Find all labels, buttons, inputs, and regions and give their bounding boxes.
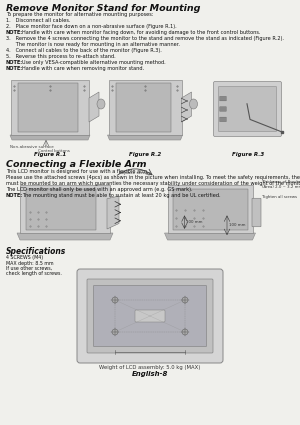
Polygon shape (107, 135, 182, 140)
Polygon shape (164, 233, 256, 240)
Text: Use only VESA-compatible alternative mounting method.: Use only VESA-compatible alternative mou… (22, 60, 166, 65)
Text: 4 SCREWS (M4): 4 SCREWS (M4) (6, 255, 43, 260)
Text: NOTE:: NOTE: (6, 60, 23, 65)
Circle shape (112, 297, 118, 303)
Text: 100 mm: 100 mm (229, 223, 245, 227)
Text: 100 mm: 100 mm (187, 220, 203, 224)
Text: NOTE:: NOTE: (6, 30, 23, 35)
Text: 2.   Place monitor face down on a non-abrasive surface (Figure R.1).: 2. Place monitor face down on a non-abra… (6, 24, 177, 29)
Circle shape (182, 329, 188, 335)
Polygon shape (26, 189, 96, 230)
Polygon shape (17, 233, 113, 240)
Text: The mounting stand must be able to sustain at least 20 kg and be UL certified.: The mounting stand must be able to susta… (22, 193, 221, 198)
Text: Connecting a Flexible Arm: Connecting a Flexible Arm (6, 160, 146, 169)
Text: Remove Monitor Stand for Mounting: Remove Monitor Stand for Mounting (6, 4, 200, 13)
Polygon shape (20, 185, 110, 233)
Text: The LCD monitor shall only be used with an approved arm (e.g. GS mark).: The LCD monitor shall only be used with … (6, 187, 193, 192)
FancyBboxPatch shape (135, 310, 165, 322)
FancyBboxPatch shape (94, 286, 206, 346)
Text: check length of screws.: check length of screws. (6, 272, 62, 277)
Polygon shape (116, 83, 170, 132)
Text: Handle with care when removing monitor stand.: Handle with care when removing monitor s… (22, 66, 144, 71)
FancyBboxPatch shape (220, 107, 226, 111)
Text: Thickness of Bracket: Thickness of Bracket (262, 180, 300, 184)
Text: To prepare the monitor for alternative mounting purposes:: To prepare the monitor for alternative m… (6, 12, 153, 17)
Text: This LCD monitor is designed for use with a flexible arm.: This LCD monitor is designed for use wit… (6, 169, 148, 174)
Polygon shape (89, 92, 99, 122)
Text: Tighten all screws: Tighten all screws (262, 195, 297, 199)
FancyBboxPatch shape (77, 269, 223, 363)
Text: NOTE:: NOTE: (6, 66, 23, 71)
Polygon shape (10, 135, 90, 140)
Text: 4.   Connect all cables to the back of the monitor (Figure R.3).: 4. Connect all cables to the back of the… (6, 48, 162, 53)
Text: Replace screws: Replace screws (119, 171, 151, 175)
Polygon shape (109, 80, 182, 135)
Circle shape (112, 329, 118, 335)
Polygon shape (107, 196, 119, 229)
Text: 5.   Reverse this process to re-attach stand.: 5. Reverse this process to re-attach sta… (6, 54, 116, 59)
FancyBboxPatch shape (214, 82, 281, 136)
Text: must be mounted to an arm which guaranties the necessary stability under conside: must be mounted to an arm which guaranti… (6, 181, 300, 186)
Ellipse shape (190, 99, 197, 109)
Polygon shape (182, 92, 191, 122)
Polygon shape (11, 80, 89, 135)
Text: 3.   Remove the 4 screws connecting the monitor to the stand and remove the stan: 3. Remove the 4 screws connecting the mo… (6, 36, 284, 41)
FancyBboxPatch shape (87, 279, 213, 353)
Text: Figure R.2: Figure R.2 (129, 152, 161, 157)
Text: If use other screws,: If use other screws, (6, 266, 52, 271)
Text: Please use the attached screws (4pcs) as shown in the picture when installing. T: Please use the attached screws (4pcs) as… (6, 175, 300, 180)
Polygon shape (18, 83, 78, 132)
FancyBboxPatch shape (220, 117, 226, 122)
Text: 1.   Disconnect all cables.: 1. Disconnect all cables. (6, 18, 70, 23)
Text: (Area) 2.0 ~ 3.2 mm: (Area) 2.0 ~ 3.2 mm (262, 185, 300, 189)
Polygon shape (172, 189, 248, 230)
Text: Figure R.1: Figure R.1 (34, 152, 66, 157)
Text: The monitor is now ready for mounting in an alternative manner.: The monitor is now ready for mounting in… (6, 42, 180, 47)
Text: Handle with care when monitor facing down, for avoiding damage to the front cont: Handle with care when monitor facing dow… (22, 30, 260, 35)
Text: Weight of LCD assembly: 5.0 kg (MAX): Weight of LCD assembly: 5.0 kg (MAX) (99, 365, 201, 370)
Text: NOTE:: NOTE: (6, 193, 23, 198)
FancyBboxPatch shape (220, 96, 226, 101)
Circle shape (182, 297, 188, 303)
FancyBboxPatch shape (252, 198, 261, 227)
FancyBboxPatch shape (218, 87, 277, 131)
Text: English-8: English-8 (132, 371, 168, 377)
Text: MAX depth: 8.5 mm: MAX depth: 8.5 mm (6, 261, 54, 266)
Text: Specifications: Specifications (6, 247, 66, 256)
Polygon shape (167, 185, 253, 233)
Ellipse shape (97, 99, 105, 109)
Text: Non-abrasive surface: Non-abrasive surface (10, 145, 54, 149)
Text: Figure R.3: Figure R.3 (232, 152, 264, 157)
Text: Control buttons: Control buttons (38, 149, 70, 153)
